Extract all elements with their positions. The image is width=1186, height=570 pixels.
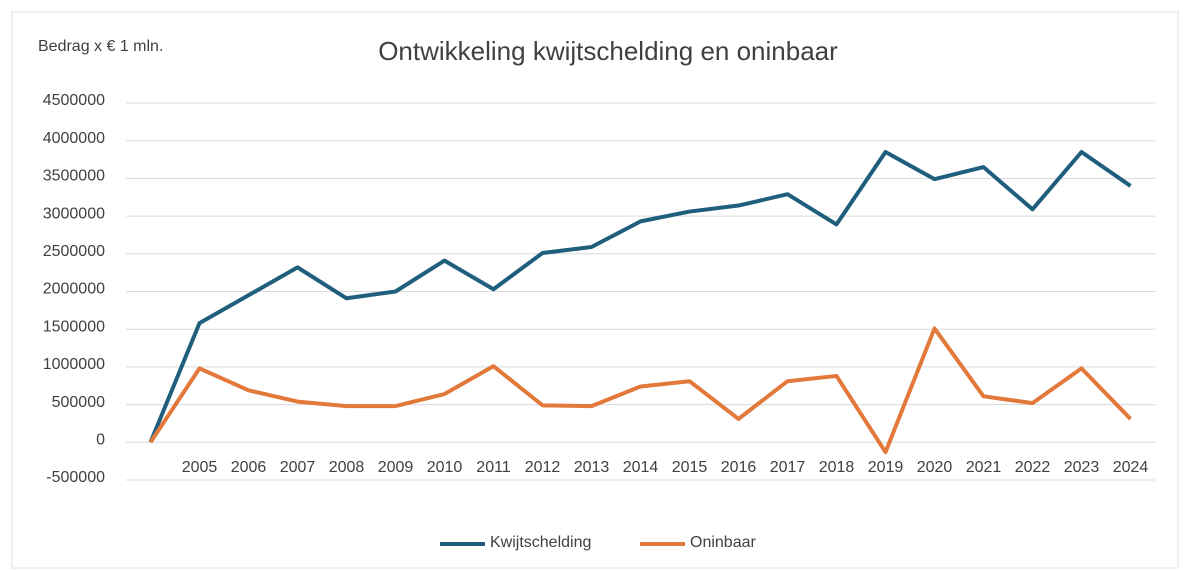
y-tick-label: 0: [96, 432, 105, 449]
x-tick-label: 2021: [966, 459, 1002, 476]
y-tick-label: 3500000: [43, 168, 105, 185]
x-tick-label: 2007: [280, 459, 316, 476]
legend-label: Oninbaar: [690, 534, 756, 551]
x-tick-label: 2005: [182, 459, 218, 476]
y-tick-label: 2500000: [43, 243, 105, 260]
y-tick-label: 4000000: [43, 130, 105, 147]
y-tick-label: 1500000: [43, 318, 105, 335]
x-tick-label: 2020: [917, 459, 953, 476]
y-tick-label: 500000: [52, 394, 105, 411]
x-tick-label: 2012: [525, 459, 561, 476]
x-tick-label: 2015: [672, 459, 708, 476]
x-tick-label: 2006: [231, 459, 267, 476]
data-line: [148, 326, 1132, 455]
x-tick-label: 2024: [1113, 459, 1149, 476]
y-tick-label: -500000: [46, 469, 105, 486]
x-tick-label: 2013: [574, 459, 610, 476]
y-tick-label: 2000000: [43, 281, 105, 298]
chart-frame: [11, 11, 1179, 569]
y-axis-label: Bedrag x € 1 mln.: [38, 38, 163, 55]
data-line: [148, 150, 1132, 444]
y-tick-label: 3000000: [43, 205, 105, 222]
x-tick-label: 2008: [329, 459, 365, 476]
x-tick-label: 2018: [819, 459, 855, 476]
x-tick-label: 2017: [770, 459, 806, 476]
chart-title: Ontwikkeling kwijtschelding en oninbaar: [378, 36, 838, 66]
x-tick-label: 2014: [623, 459, 659, 476]
x-tick-label: 2010: [427, 459, 463, 476]
y-tick-label: 4500000: [43, 92, 105, 109]
x-tick-label: 2016: [721, 459, 757, 476]
x-tick-label: 2023: [1064, 459, 1100, 476]
legend-label: Kwijtschelding: [490, 534, 591, 551]
x-tick-label: 2011: [476, 459, 511, 476]
x-tick-label: 2022: [1015, 459, 1051, 476]
x-tick-label: 2019: [868, 459, 904, 476]
x-tick-label: 2009: [378, 459, 414, 476]
y-tick-label: 1000000: [43, 356, 105, 373]
